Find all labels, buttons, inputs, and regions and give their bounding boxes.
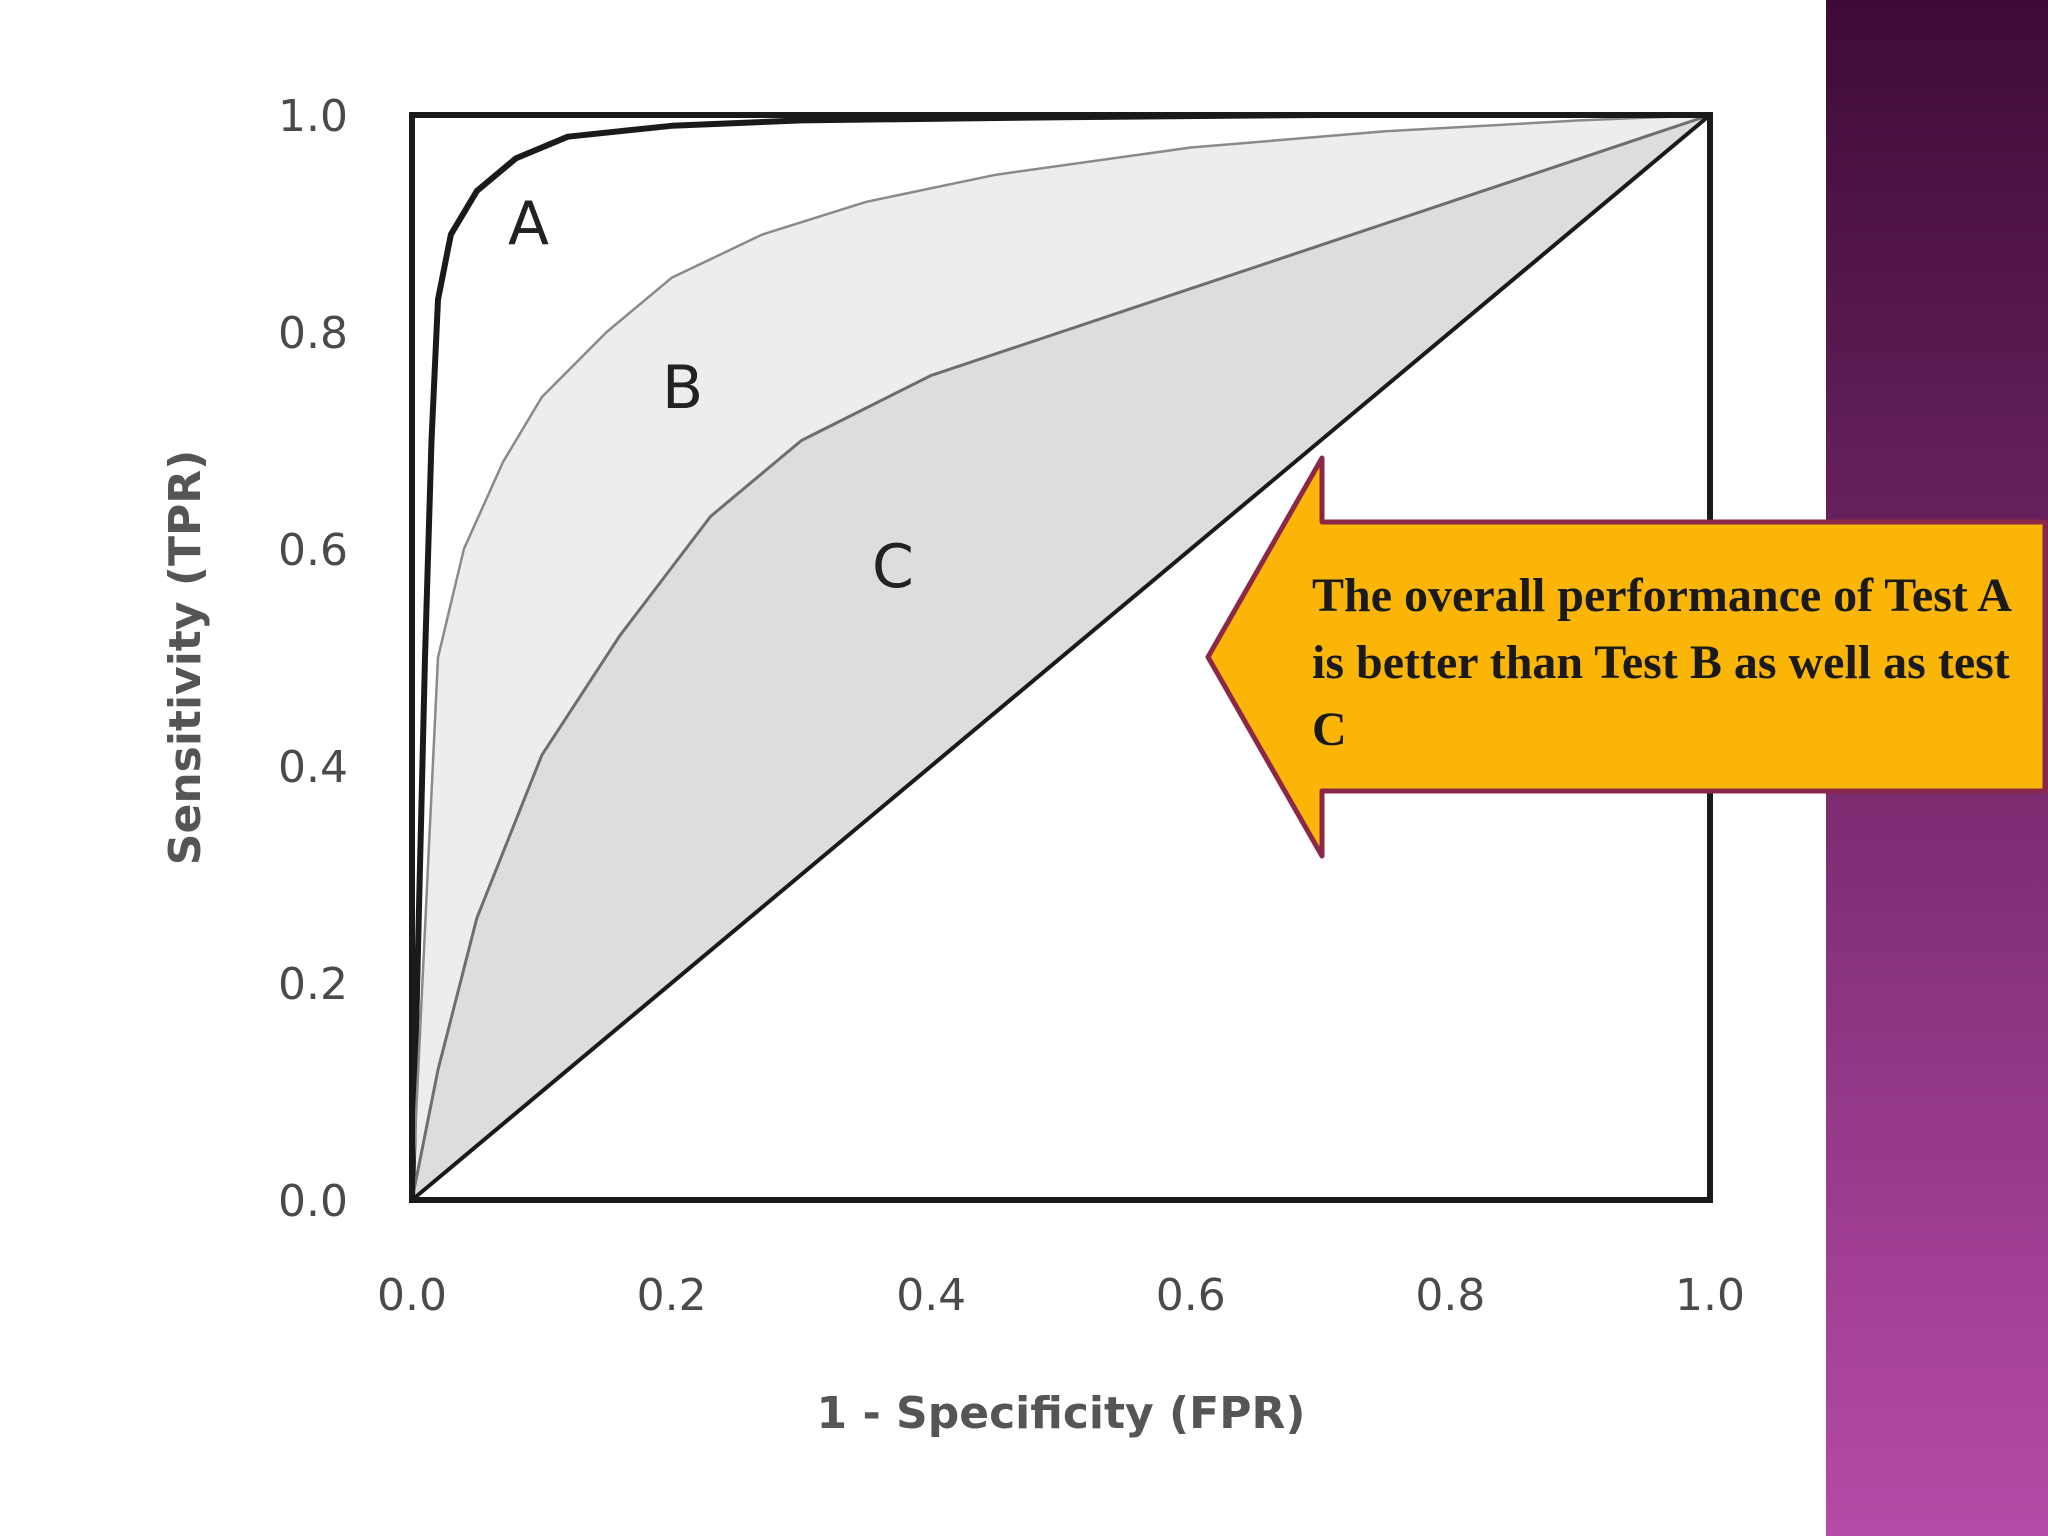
y-tick-label: 0.4 xyxy=(278,742,348,793)
curve-b-label: B xyxy=(662,353,703,423)
series-b-line xyxy=(410,113,1711,1201)
callout-text: The overall performance of Test A is bet… xyxy=(1312,569,2010,756)
diagonal-reference-line xyxy=(410,113,1712,1202)
y-tick-label: 1.0 xyxy=(278,91,348,142)
region-between-a-and-b xyxy=(412,115,1710,1200)
x-tick-label: 0.4 xyxy=(896,1270,966,1321)
curve-a-label: A xyxy=(508,189,549,259)
x-tick-label: 0.2 xyxy=(637,1270,707,1321)
region-between-b-and-c xyxy=(412,115,1710,1200)
x-axis-label: 1 - Specificity (FPR) xyxy=(817,1388,1306,1439)
y-axis-label: Sensitivity (TPR) xyxy=(160,450,211,865)
y-tick-label: 0.6 xyxy=(278,525,348,576)
x-tick-label: 0.0 xyxy=(377,1270,447,1321)
y-tick-label: 0.8 xyxy=(278,308,348,359)
y-tick-label: 0.2 xyxy=(278,959,348,1010)
curve-c-label: C xyxy=(872,532,914,602)
callout-arrow xyxy=(1205,455,2048,859)
series-c-line xyxy=(410,113,1711,1201)
x-tick-label: 1.0 xyxy=(1675,1270,1745,1321)
x-tick-label: 0.6 xyxy=(1156,1270,1226,1321)
x-tick-label: 0.8 xyxy=(1415,1270,1485,1321)
y-tick-label: 0.0 xyxy=(278,1176,348,1227)
